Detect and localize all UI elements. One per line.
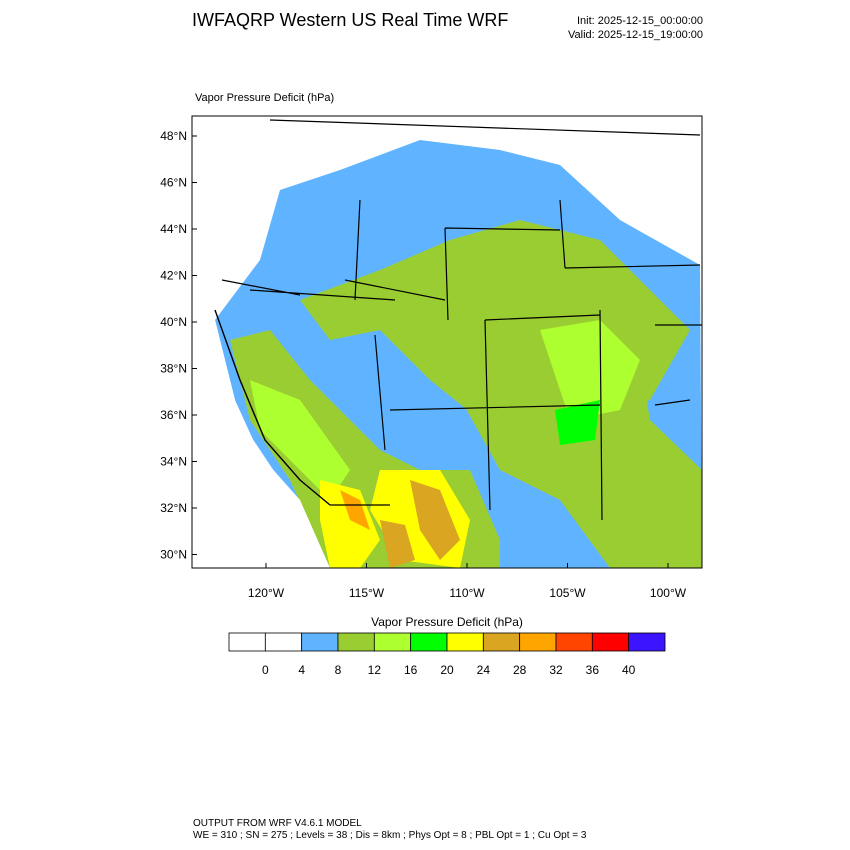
- colorbar-box: [373, 632, 412, 652]
- lon-tick-label: 100°W: [650, 586, 687, 600]
- colorbar-box: [628, 632, 666, 652]
- footer-line: WE = 310 ; SN = 275 ; Levels = 38 ; Dis …: [193, 830, 587, 841]
- valid-time: Valid: 2025-12-15_19:00:00: [568, 29, 703, 41]
- lat-tick-label: 48°N: [160, 129, 187, 143]
- map-label: Vapor Pressure Deficit (hPa): [195, 92, 334, 104]
- colorbar-box: [482, 632, 521, 652]
- colorbar-label: 8: [335, 663, 342, 677]
- colorbar-box: [555, 632, 593, 652]
- map-field: [192, 116, 702, 568]
- lat-tick-label: 44°N: [160, 222, 187, 236]
- colorbar-label: 12: [368, 663, 382, 677]
- colorbar-box: [228, 632, 266, 652]
- colorbar-title: Vapor Pressure Deficit (hPa): [371, 615, 523, 629]
- colorbar-label: 32: [549, 663, 563, 677]
- lat-tick-label: 46°N: [160, 176, 187, 190]
- init-time: Init: 2025-12-15_00:00:00: [577, 15, 703, 27]
- footer-line: OUTPUT FROM WRF V4.6.1 MODEL: [193, 818, 362, 829]
- lon-tick-label: 120°W: [248, 586, 285, 600]
- colorbar-label: 24: [477, 663, 491, 677]
- title: IWFAQRP Western US Real Time WRF: [192, 10, 508, 30]
- lon-tick-label: 115°W: [349, 586, 385, 600]
- colorbar-label: 16: [404, 663, 418, 677]
- lat-tick-label: 40°N: [160, 315, 187, 329]
- colorbar-label: 40: [622, 663, 636, 677]
- lat-tick-label: 30°N: [160, 548, 187, 562]
- lat-tick-label: 32°N: [160, 501, 187, 515]
- map-frame: [191, 115, 703, 569]
- colorbar-label: 36: [586, 663, 600, 677]
- lat-tick-label: 34°N: [160, 455, 187, 469]
- colorbar-box: [301, 632, 339, 652]
- lon-tick-label: 110°W: [449, 586, 485, 600]
- lat-tick-label: 36°N: [160, 408, 187, 422]
- colorbar-label: 0: [262, 663, 269, 677]
- colorbar-box: [591, 632, 630, 652]
- lon-tick-label: 105°W: [549, 586, 586, 600]
- colorbar-box: [410, 632, 448, 652]
- colorbar-box: [446, 632, 484, 652]
- lat-tick-label: 42°N: [160, 269, 187, 283]
- lat-tick-label: 38°N: [160, 362, 187, 376]
- colorbar-box: [264, 632, 303, 652]
- colorbar-label: 4: [298, 663, 305, 677]
- colorbar-box: [519, 632, 557, 652]
- colorbar-label: 20: [440, 663, 454, 677]
- colorbar-box: [337, 632, 375, 652]
- colorbar-label: 28: [513, 663, 527, 677]
